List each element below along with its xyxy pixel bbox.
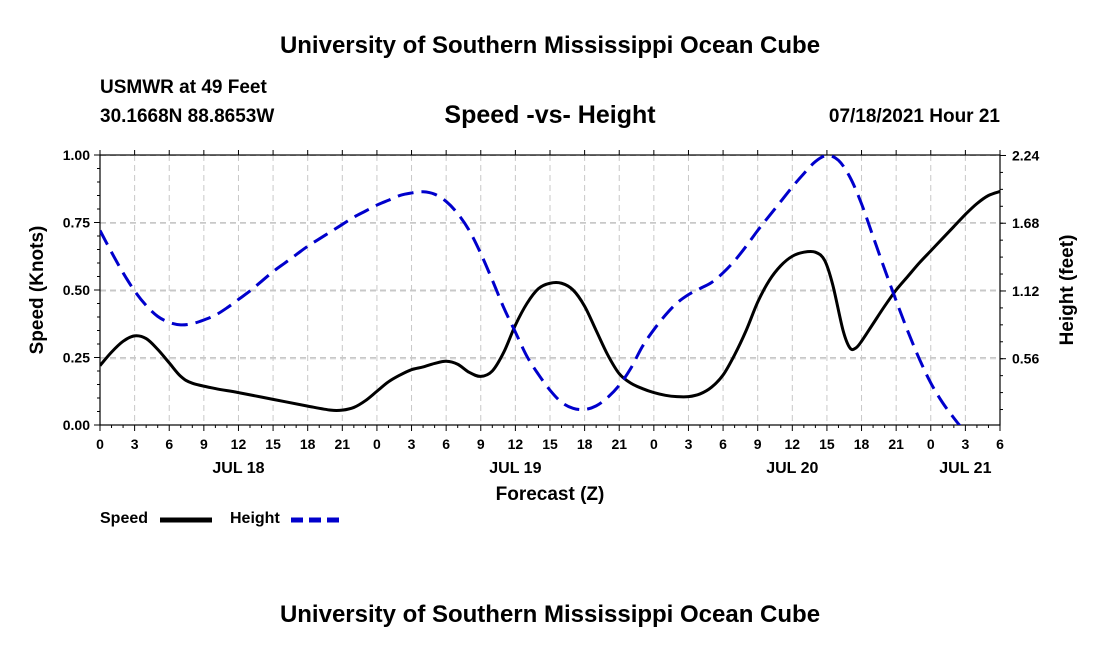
day-label: JUL 21 — [939, 460, 991, 477]
station-label: USMWR at 49 Feet — [100, 77, 267, 98]
x-tick-label: 9 — [200, 436, 208, 452]
chart-title: Speed -vs- Height — [444, 101, 656, 129]
x-tick-label: 6 — [996, 436, 1004, 452]
y-tick-label: 0.50 — [63, 282, 90, 298]
y-axis-label: Speed (Knots) — [27, 226, 48, 355]
y2-tick-label: 0.56 — [1012, 351, 1039, 367]
y-tick-label: 0.75 — [63, 215, 90, 231]
axis-ticks: 0 3 6 9 12 15 18 21 0 3 6 9 12 15 18 21 0 3 6 9 12 15 18 21 0 3 6J… — [63, 147, 1040, 477]
x-tick-label: 15 — [265, 436, 281, 452]
x-tick-label: 12 — [508, 436, 524, 452]
series — [100, 155, 1000, 425]
y-tick-label: 0.25 — [63, 350, 90, 366]
day-label: JUL 18 — [212, 460, 264, 477]
x-tick-label: 18 — [854, 436, 870, 452]
x-tick-label: 6 — [719, 436, 727, 452]
x-tick-label: 6 — [442, 436, 450, 452]
x-tick-label: 21 — [888, 436, 904, 452]
y2-tick-label: 1.68 — [1012, 215, 1039, 231]
y-tick-label: 0.00 — [63, 417, 90, 433]
y2-axis-label: Height (feet) — [1057, 235, 1078, 346]
y2-tick-label: 2.24 — [1012, 147, 1039, 163]
y2-tick-label: 1.12 — [1012, 283, 1039, 299]
legend-height-label: Height — [230, 510, 280, 527]
x-tick-label: 3 — [685, 436, 693, 452]
day-label: JUL 20 — [766, 460, 818, 477]
legend-speed-label: Speed — [100, 510, 149, 527]
x-tick-label: 21 — [335, 436, 351, 452]
y-tick-label: 1.00 — [63, 147, 90, 163]
height-series-line — [100, 155, 962, 425]
x-tick-label: 3 — [961, 436, 969, 452]
coordinates-label: 30.1668N 88.8653W — [100, 106, 275, 127]
speed-series-line — [100, 190, 1000, 413]
x-tick-label: 6 — [165, 436, 173, 452]
x-tick-label: 0 — [96, 436, 104, 452]
datetime-label: 07/18/2021 Hour 21 — [828, 106, 1000, 127]
x-tick-label: 0 — [373, 436, 381, 452]
x-tick-label: 12 — [785, 436, 801, 452]
x-axis-label: Forecast (Z) — [496, 484, 605, 505]
x-tick-label: 15 — [819, 436, 835, 452]
x-tick-label: 0 — [650, 436, 658, 452]
x-tick-label: 15 — [542, 436, 558, 452]
x-tick-label: 0 — [927, 436, 935, 452]
x-tick-label: 9 — [477, 436, 485, 452]
day-label: JUL 19 — [489, 460, 541, 477]
grid — [100, 154, 1000, 425]
x-tick-label: 18 — [300, 436, 316, 452]
x-tick-label: 3 — [408, 436, 416, 452]
x-tick-label: 18 — [577, 436, 593, 452]
x-tick-label: 21 — [611, 436, 627, 452]
x-tick-label: 12 — [231, 436, 247, 452]
x-tick-label: 9 — [754, 436, 762, 452]
top-title: University of Southern Mississippi Ocean… — [279, 32, 821, 59]
x-tick-label: 3 — [131, 436, 139, 452]
bottom-title: University of Southern Mississippi Ocean… — [279, 601, 821, 628]
